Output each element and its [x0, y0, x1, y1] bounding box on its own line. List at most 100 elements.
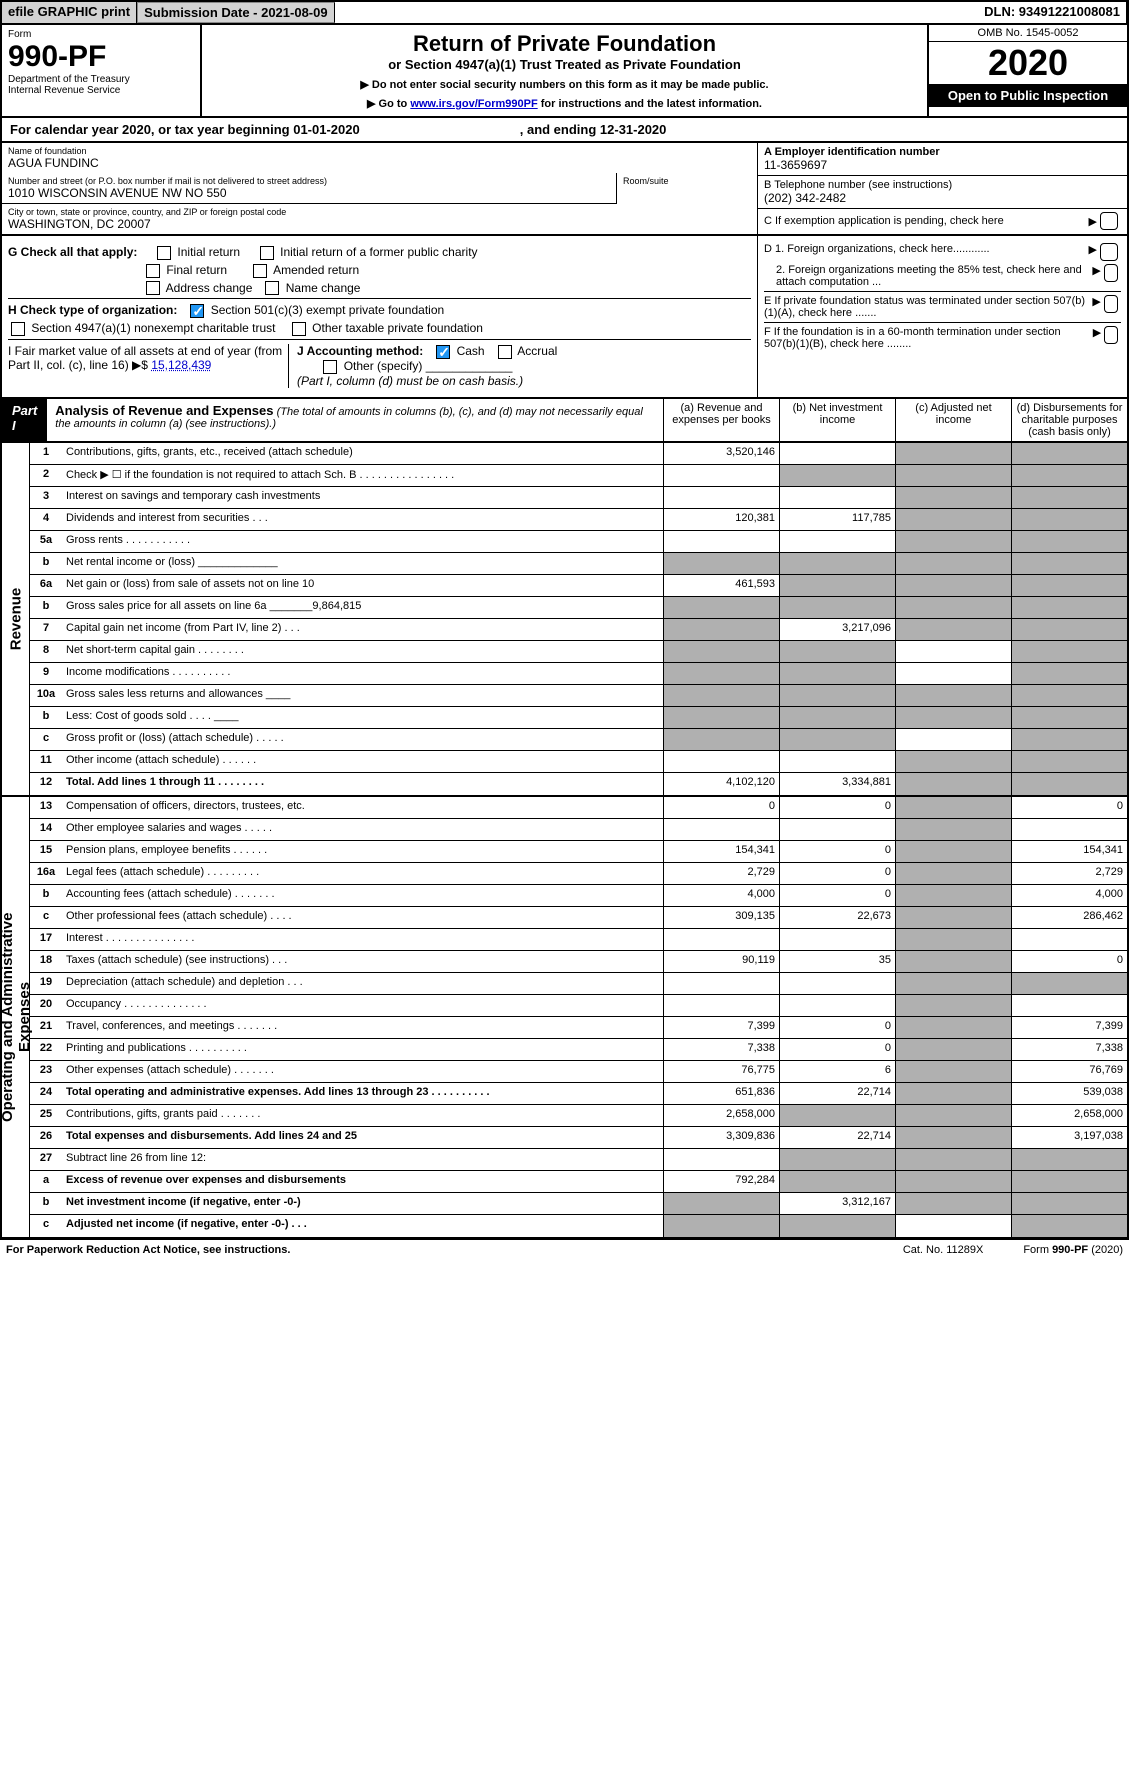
- c-checkbox[interactable]: [1100, 212, 1118, 230]
- table-row: cAdjusted net income (if negative, enter…: [30, 1215, 1127, 1237]
- cell-b: [779, 929, 895, 950]
- cell-c: [895, 841, 1011, 862]
- note-goto: ▶ Go to: [367, 98, 410, 110]
- cell-d: 7,399: [1011, 1017, 1127, 1038]
- c-label: C If exemption application is pending, c…: [764, 215, 1004, 227]
- cell-a: 0: [663, 797, 779, 818]
- g2-checkbox[interactable]: [260, 246, 274, 260]
- line-desc: Taxes (attach schedule) (see instruction…: [62, 951, 663, 972]
- table-row: 10aGross sales less returns and allowanc…: [30, 685, 1127, 707]
- cell-b: [779, 973, 895, 994]
- cell-a: [663, 531, 779, 552]
- line-number: 26: [30, 1127, 62, 1148]
- cell-b: 0: [779, 863, 895, 884]
- dln: DLN: 93491221008081: [978, 2, 1127, 23]
- table-row: bLess: Cost of goods sold . . . . ____: [30, 707, 1127, 729]
- cell-a: [663, 641, 779, 662]
- line-desc: Adjusted net income (if negative, enter …: [62, 1215, 663, 1237]
- line-number: 14: [30, 819, 62, 840]
- line-desc: Contributions, gifts, grants, etc., rece…: [62, 443, 663, 464]
- cell-c: [895, 707, 1011, 728]
- revenue-label: Revenue: [7, 588, 24, 651]
- line-desc: Income modifications . . . . . . . . . .: [62, 663, 663, 684]
- cell-a: [663, 487, 779, 508]
- g5-checkbox[interactable]: [146, 281, 160, 295]
- f-checkbox[interactable]: [1104, 326, 1118, 344]
- line-desc: Pension plans, employee benefits . . . .…: [62, 841, 663, 862]
- cell-a: [663, 707, 779, 728]
- cell-c: [895, 553, 1011, 574]
- cell-d: [1011, 995, 1127, 1016]
- room-label: Room/suite: [623, 176, 751, 186]
- cell-c: [895, 1061, 1011, 1082]
- line-number: 12: [30, 773, 62, 795]
- ein: 11-3659697: [764, 158, 1121, 172]
- line-desc: Less: Cost of goods sold . . . . ____: [62, 707, 663, 728]
- table-row: 3Interest on savings and temporary cash …: [30, 487, 1127, 509]
- g6-checkbox[interactable]: [265, 281, 279, 295]
- cell-d: [1011, 597, 1127, 618]
- h1-label: Section 501(c)(3) exempt private foundat…: [211, 303, 444, 317]
- table-row: 20Occupancy . . . . . . . . . . . . . .: [30, 995, 1127, 1017]
- line-desc: Dividends and interest from securities .…: [62, 509, 663, 530]
- j-accrual-checkbox[interactable]: [498, 345, 512, 359]
- cell-a: [663, 729, 779, 750]
- table-row: 6aNet gain or (loss) from sale of assets…: [30, 575, 1127, 597]
- cell-d: [1011, 575, 1127, 596]
- g-label: G Check all that apply:: [8, 245, 137, 259]
- d1-checkbox[interactable]: [1100, 243, 1118, 261]
- line-number: 5a: [30, 531, 62, 552]
- j-other-checkbox[interactable]: [323, 360, 337, 374]
- note-link: ▶ Go to www.irs.gov/Form990PF for instru…: [208, 97, 921, 110]
- cell-a: [663, 685, 779, 706]
- table-row: 18Taxes (attach schedule) (see instructi…: [30, 951, 1127, 973]
- efile-button[interactable]: efile GRAPHIC print: [2, 2, 137, 23]
- g4-checkbox[interactable]: [253, 264, 267, 278]
- cell-b: [779, 663, 895, 684]
- line-number: 1: [30, 443, 62, 464]
- g3-checkbox[interactable]: [146, 264, 160, 278]
- table-row: 23Other expenses (attach schedule) . . .…: [30, 1061, 1127, 1083]
- line-desc: Other employee salaries and wages . . . …: [62, 819, 663, 840]
- table-row: bAccounting fees (attach schedule) . . .…: [30, 885, 1127, 907]
- form-subtitle: or Section 4947(a)(1) Trust Treated as P…: [208, 57, 921, 72]
- cell-c: [895, 995, 1011, 1016]
- cell-b: 22,673: [779, 907, 895, 928]
- cell-c: [895, 1215, 1011, 1237]
- table-row: 4Dividends and interest from securities …: [30, 509, 1127, 531]
- h2-checkbox[interactable]: [11, 322, 25, 336]
- line-number: 10a: [30, 685, 62, 706]
- cell-a: 154,341: [663, 841, 779, 862]
- line-number: 8: [30, 641, 62, 662]
- cell-d: [1011, 929, 1127, 950]
- e-checkbox[interactable]: [1104, 295, 1118, 313]
- cell-c: [895, 907, 1011, 928]
- calyear-begin: For calendar year 2020, or tax year begi…: [10, 122, 360, 137]
- j-cash-checkbox[interactable]: [436, 345, 450, 359]
- cell-d: 286,462: [1011, 907, 1127, 928]
- cell-d: [1011, 973, 1127, 994]
- g1-checkbox[interactable]: [157, 246, 171, 260]
- table-row: 7Capital gain net income (from Part IV, …: [30, 619, 1127, 641]
- cell-a: [663, 1149, 779, 1170]
- cell-c: [895, 1105, 1011, 1126]
- line-desc: Legal fees (attach schedule) . . . . . .…: [62, 863, 663, 884]
- j-note: (Part I, column (d) must be on cash basi…: [297, 374, 523, 388]
- col-b-header: (b) Net investment income: [779, 399, 895, 441]
- col-d-header: (d) Disbursements for charitable purpose…: [1011, 399, 1127, 441]
- h3-checkbox[interactable]: [292, 322, 306, 336]
- cell-b: [779, 707, 895, 728]
- table-row: 1Contributions, gifts, grants, etc., rec…: [30, 443, 1127, 465]
- d2-checkbox[interactable]: [1104, 264, 1118, 282]
- cell-d: 4,000: [1011, 885, 1127, 906]
- irs-link[interactable]: www.irs.gov/Form990PF: [410, 98, 537, 110]
- line-desc: Total operating and administrative expen…: [62, 1083, 663, 1104]
- cell-d: 0: [1011, 797, 1127, 818]
- line-number: 11: [30, 751, 62, 772]
- line-desc: Travel, conferences, and meetings . . . …: [62, 1017, 663, 1038]
- cell-c: [895, 729, 1011, 750]
- cell-d: [1011, 751, 1127, 772]
- table-row: aExcess of revenue over expenses and dis…: [30, 1171, 1127, 1193]
- cell-b: [779, 531, 895, 552]
- h1-checkbox[interactable]: [190, 304, 204, 318]
